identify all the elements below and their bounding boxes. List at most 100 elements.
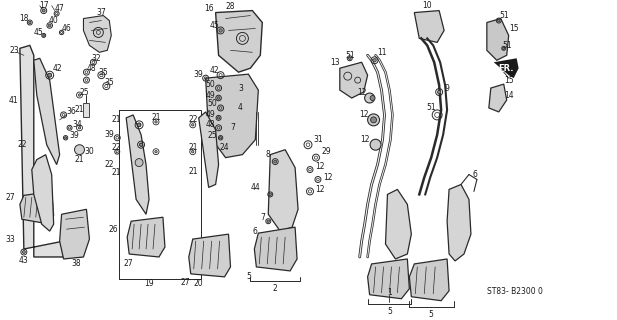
Text: 13: 13	[330, 58, 339, 67]
Text: 47: 47	[55, 4, 65, 13]
Text: 41: 41	[9, 95, 19, 105]
Text: 51: 51	[345, 51, 355, 60]
Polygon shape	[268, 150, 298, 231]
Polygon shape	[20, 191, 54, 224]
Text: 35: 35	[99, 68, 108, 77]
Polygon shape	[487, 19, 508, 60]
Bar	[119, 110, 201, 279]
Text: 36: 36	[67, 108, 77, 116]
Circle shape	[139, 143, 143, 146]
Polygon shape	[409, 259, 449, 301]
Circle shape	[78, 94, 81, 96]
Text: 29: 29	[321, 147, 331, 156]
Text: 5: 5	[429, 310, 434, 319]
Text: 6: 6	[253, 227, 258, 236]
Text: 18: 18	[19, 14, 28, 23]
Text: 21: 21	[151, 113, 161, 122]
Polygon shape	[447, 184, 471, 261]
Text: 23: 23	[9, 46, 19, 55]
Text: 38: 38	[72, 260, 81, 268]
Text: 12: 12	[315, 162, 325, 171]
Text: 8: 8	[266, 150, 271, 159]
Bar	[83, 103, 89, 117]
Polygon shape	[189, 234, 231, 277]
Text: 2: 2	[273, 284, 278, 293]
Text: 43: 43	[19, 256, 29, 266]
Circle shape	[155, 150, 157, 153]
Text: 21: 21	[188, 143, 197, 152]
Text: 46: 46	[62, 24, 72, 33]
Text: 35: 35	[104, 78, 114, 87]
Text: 12: 12	[359, 110, 368, 119]
Text: 51: 51	[502, 41, 511, 50]
Circle shape	[138, 123, 141, 127]
Text: 16: 16	[204, 4, 213, 13]
Circle shape	[269, 193, 271, 196]
Circle shape	[370, 96, 375, 100]
Text: 21: 21	[112, 168, 121, 177]
Text: 3: 3	[238, 84, 243, 92]
Text: 5: 5	[246, 272, 251, 281]
Text: 39: 39	[194, 70, 204, 79]
Circle shape	[155, 121, 157, 123]
Text: 20: 20	[194, 279, 204, 288]
Polygon shape	[254, 227, 297, 271]
Circle shape	[267, 220, 270, 222]
Text: 25: 25	[80, 88, 89, 97]
Circle shape	[22, 251, 25, 253]
Text: 27: 27	[123, 260, 133, 268]
Polygon shape	[34, 58, 60, 164]
Text: 12: 12	[315, 185, 325, 194]
Polygon shape	[32, 155, 54, 231]
Circle shape	[48, 24, 51, 27]
Circle shape	[48, 73, 52, 77]
Text: 21: 21	[75, 155, 85, 164]
Text: 25: 25	[208, 131, 217, 140]
Circle shape	[373, 59, 376, 62]
Circle shape	[220, 137, 222, 139]
Text: 27: 27	[181, 278, 191, 287]
Text: 9: 9	[445, 84, 450, 92]
Text: 50: 50	[208, 100, 218, 108]
Circle shape	[219, 29, 222, 32]
Text: 40: 40	[49, 16, 59, 25]
Text: 6: 6	[473, 170, 478, 179]
Text: 31: 31	[313, 135, 323, 144]
Text: 15: 15	[504, 76, 513, 84]
Circle shape	[349, 57, 351, 60]
Polygon shape	[386, 189, 412, 259]
Text: 12: 12	[360, 135, 370, 144]
Text: 48: 48	[86, 64, 96, 73]
Text: FR.: FR.	[498, 64, 513, 73]
Text: 26: 26	[109, 225, 118, 234]
Polygon shape	[20, 45, 81, 257]
Text: 10: 10	[423, 1, 432, 10]
Polygon shape	[340, 62, 368, 98]
Text: 49: 49	[205, 110, 215, 119]
Text: 21: 21	[75, 105, 85, 115]
Text: 44: 44	[251, 183, 260, 192]
Circle shape	[217, 117, 220, 119]
Text: 15: 15	[509, 24, 518, 33]
Circle shape	[217, 97, 220, 100]
Text: 51: 51	[499, 11, 508, 20]
Text: 7: 7	[260, 213, 265, 222]
Polygon shape	[494, 58, 519, 78]
Circle shape	[43, 35, 44, 36]
Text: 39: 39	[104, 130, 114, 139]
Circle shape	[75, 145, 85, 155]
Text: 27: 27	[5, 193, 15, 202]
Text: 11: 11	[377, 48, 386, 57]
Text: 34: 34	[73, 120, 83, 129]
Text: 14: 14	[504, 91, 513, 100]
Circle shape	[78, 127, 81, 129]
Circle shape	[371, 117, 376, 123]
Polygon shape	[489, 84, 507, 112]
Text: 42: 42	[210, 66, 220, 75]
Polygon shape	[414, 11, 444, 42]
Text: 48: 48	[206, 120, 215, 129]
Circle shape	[65, 137, 67, 139]
Polygon shape	[199, 112, 218, 188]
Text: 33: 33	[5, 235, 15, 244]
Text: 12: 12	[323, 173, 333, 182]
